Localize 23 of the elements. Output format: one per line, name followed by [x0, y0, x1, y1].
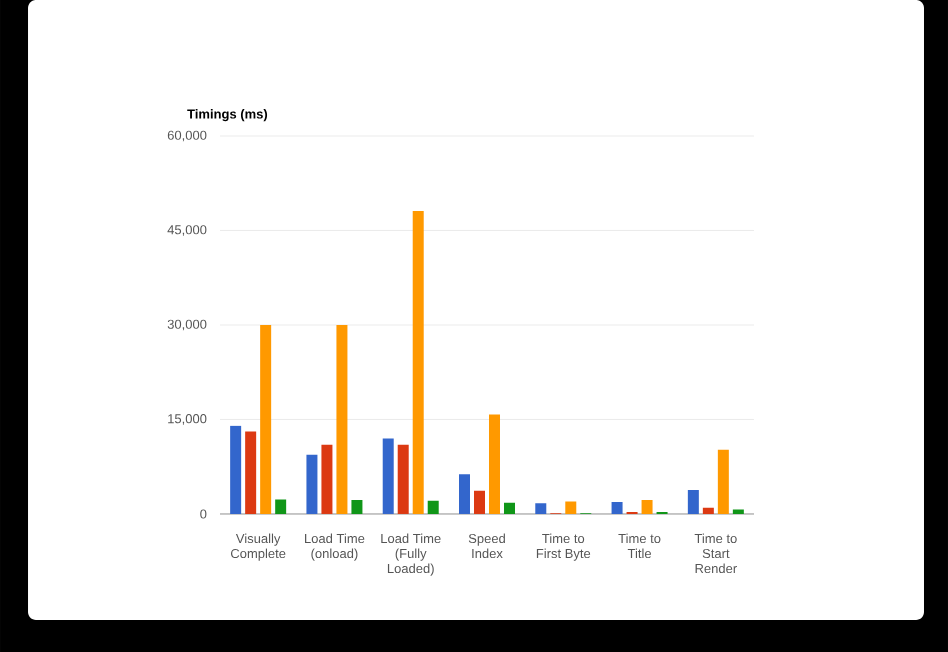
bar [535, 503, 547, 514]
bar [717, 449, 729, 514]
bar [351, 500, 363, 514]
bar [382, 438, 394, 514]
bar [306, 454, 318, 514]
bar [321, 444, 333, 514]
bar [611, 502, 623, 514]
bar [504, 502, 515, 514]
bar [412, 210, 424, 514]
bar [489, 414, 500, 514]
bar [275, 499, 287, 514]
bar [245, 431, 257, 514]
bar [565, 501, 577, 514]
bar [702, 507, 714, 514]
bar [336, 324, 348, 514]
bar [474, 490, 485, 514]
bar [427, 500, 439, 514]
bar [459, 474, 470, 514]
bar [397, 444, 409, 514]
bar [230, 425, 242, 514]
bar [260, 324, 272, 514]
bar [687, 490, 699, 514]
bar [641, 500, 653, 514]
